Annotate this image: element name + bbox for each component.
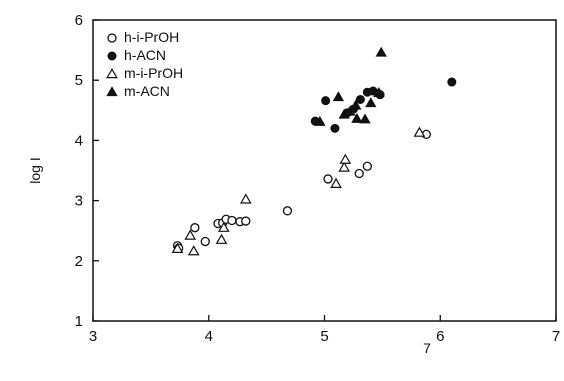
data-point (217, 221, 230, 232)
data-point (184, 229, 197, 240)
data-point (413, 126, 426, 137)
data-point (215, 233, 228, 244)
legend-marker (106, 67, 118, 79)
data-point (239, 193, 252, 204)
data-point (350, 99, 362, 110)
x-tick-label: 3 (89, 328, 97, 345)
data-point (187, 245, 200, 256)
y-tick-label: 5 (75, 72, 83, 89)
data-point (338, 161, 351, 172)
data-point (321, 96, 331, 106)
data-point (330, 123, 340, 133)
series-1 (310, 77, 457, 133)
tick-labels: 3 4 5 6 7 1 2 3 4 5 6 (75, 12, 561, 345)
legend-marker (106, 86, 118, 97)
y-tick-label: 4 (75, 132, 83, 149)
legend-label: h-ACN (124, 47, 166, 63)
y-tick-label: 2 (75, 253, 83, 270)
legend: h-i-PrOH h-ACN m-i-PrOH m-ACN (106, 29, 183, 99)
x-tick-label: 4 (205, 328, 213, 345)
data-point (323, 174, 333, 184)
data-point (171, 242, 184, 253)
data-point (339, 153, 352, 164)
data-point (332, 91, 345, 102)
legend-marker (107, 33, 117, 43)
series-0 (172, 129, 432, 253)
data-point (330, 177, 342, 188)
series-2 (171, 126, 426, 256)
data-point (227, 215, 237, 226)
data-point (190, 223, 200, 233)
x-tick-label: 5 (320, 328, 328, 345)
legend-marker (107, 51, 117, 61)
data-point (375, 46, 387, 57)
data-point (344, 105, 356, 116)
data-point (355, 94, 365, 104)
data-point (241, 216, 251, 226)
y-tick-label: 6 (75, 12, 83, 29)
series-3 (314, 46, 387, 126)
data-point (359, 113, 371, 124)
tick-marks (92, 19, 557, 322)
data-point (351, 112, 363, 123)
legend-label: m-ACN (124, 83, 170, 99)
data-point (365, 97, 377, 108)
data-point (447, 77, 457, 87)
y-tick-label: 1 (75, 313, 83, 330)
data-point (282, 206, 293, 216)
data-points (171, 46, 457, 256)
x-tick-label: 7 (552, 328, 560, 345)
x-tick-label: 6 (436, 328, 444, 345)
x-axis-label: 7 (423, 340, 431, 356)
data-point (373, 87, 385, 97)
data-point (354, 168, 364, 179)
legend-label: m-i-PrOH (124, 65, 183, 81)
y-tick-label: 3 (75, 193, 83, 210)
legend-label: h-i-PrOH (124, 29, 179, 45)
y-axis-label: log I (27, 157, 43, 183)
data-point (200, 236, 210, 247)
data-point (314, 115, 326, 126)
data-point (362, 161, 372, 171)
